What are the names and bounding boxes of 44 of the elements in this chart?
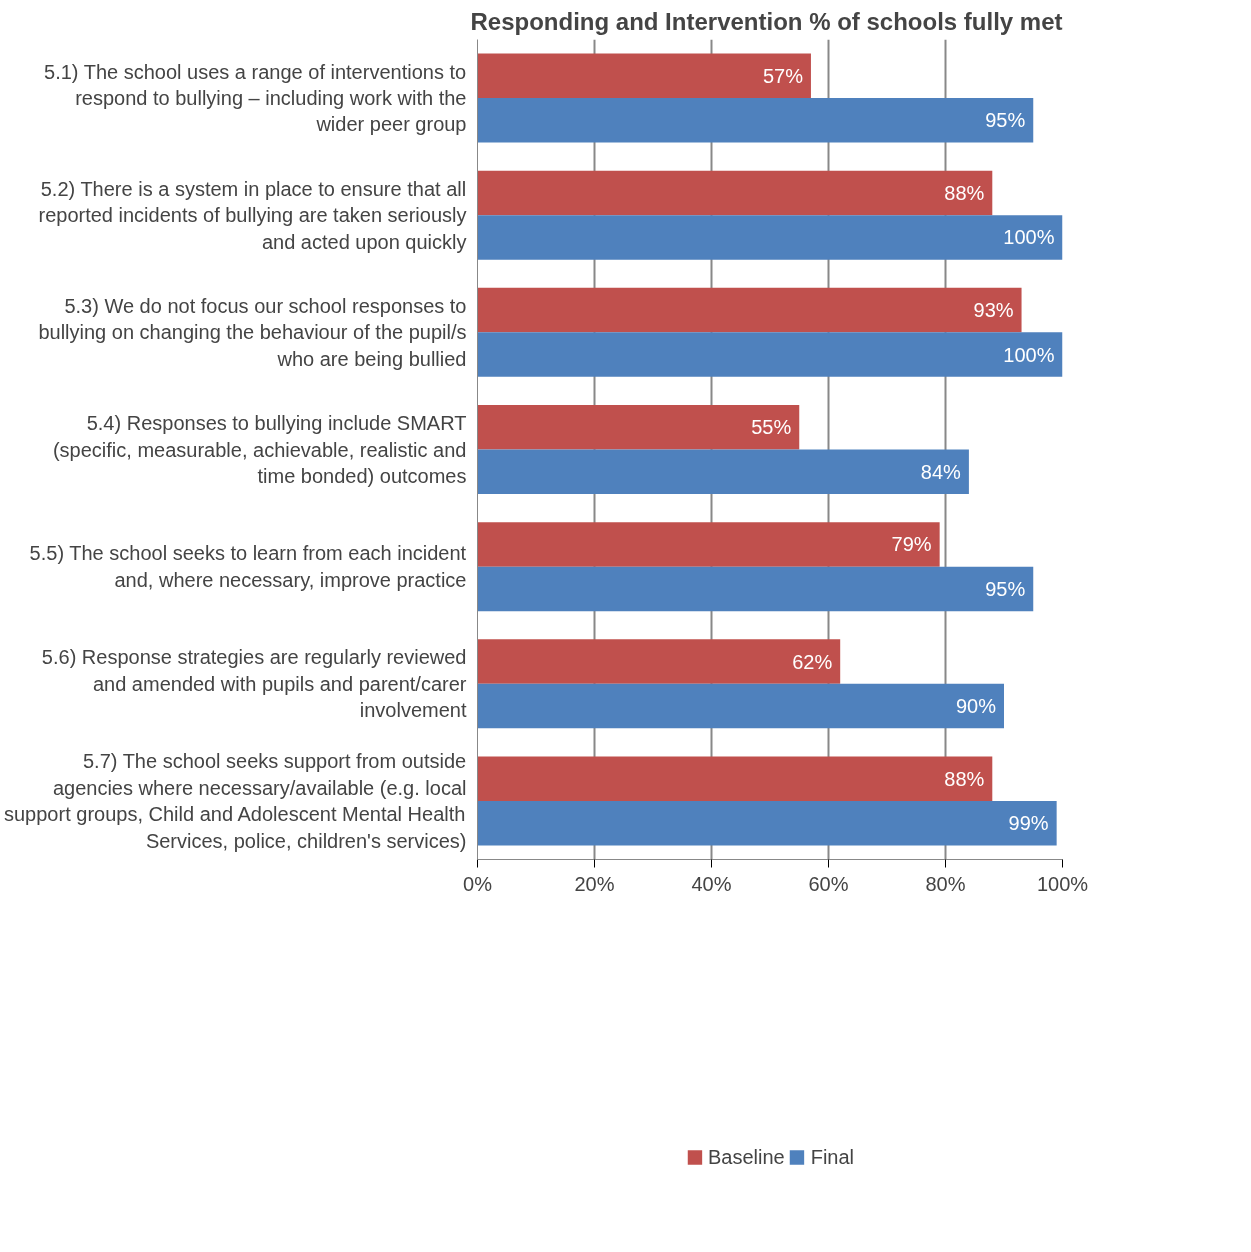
bar — [477, 449, 969, 495]
bar — [477, 404, 800, 450]
data-label: 57% — [762, 64, 804, 87]
bar — [477, 332, 1063, 377]
data-label: 90% — [955, 695, 997, 718]
bar — [477, 566, 1034, 612]
data-label: 100% — [1003, 226, 1055, 249]
bar — [477, 287, 1022, 333]
x-tick-label: 40% — [691, 872, 732, 895]
data-label: 88% — [944, 181, 985, 204]
data-label: 99% — [1008, 812, 1049, 835]
bar — [477, 53, 811, 99]
data-label: 95% — [985, 577, 1026, 600]
bar — [477, 170, 993, 216]
data-label: 55% — [751, 416, 792, 439]
bar — [477, 639, 841, 684]
bar — [477, 98, 1034, 143]
x-tick-label: 20% — [574, 872, 615, 895]
bar — [477, 215, 1063, 260]
data-label: 84% — [920, 460, 962, 483]
data-label: 88% — [944, 767, 985, 790]
y-tick-label: 5.7) The school seeks support from outside agencies where necessary/available (e.g. local support groups, Child and Adolescent Mental Health Services, police, children's services) — [4, 750, 467, 852]
y-tick-label: 5.4) Responses to bullying include SMART (specific, measurable, achievable, realistic and time bonded) outcomes — [52, 412, 467, 487]
x-tick-label: 60% — [808, 872, 849, 895]
legend-label: Final — [810, 1145, 855, 1169]
x-tick-label: 0% — [463, 872, 493, 895]
data-label: 100% — [1003, 343, 1055, 366]
y-tick-label: 5.1) The school uses a range of interventions to respond to bullying – including work with the wider peer group — [44, 60, 467, 136]
bar — [477, 522, 940, 567]
data-label: 93% — [973, 299, 1014, 322]
y-tick-label: 5.2) There is a system in place to ensure that all reported incidents of bullying are taken seriously and acted upon quickly — [38, 177, 467, 253]
y-tick-label: 5.6) Response strategies are regularly reviewed and amended with pupils and parent/carer involvement — [41, 646, 467, 722]
data-label: 95% — [985, 109, 1026, 132]
x-tick-label: 100% — [1036, 872, 1089, 895]
y-tick-label: 5.3) We do not focus our school responses to bullying on changing the behaviour of the pupil/s who are being bullied — [38, 294, 467, 370]
chart-title: Responding and Intervention % of schools fully met — [470, 7, 1063, 35]
bar — [477, 800, 1057, 846]
data-label: 79% — [891, 533, 932, 556]
y-tick-label: 5.5) The school seeks to learn from each incident and, where necessary, improve practice — [29, 542, 467, 591]
legend-label: Baseline — [707, 1145, 785, 1169]
data-label: 62% — [792, 650, 833, 673]
bar — [477, 683, 1004, 729]
bar — [477, 756, 993, 801]
x-tick-label: 80% — [925, 872, 966, 895]
